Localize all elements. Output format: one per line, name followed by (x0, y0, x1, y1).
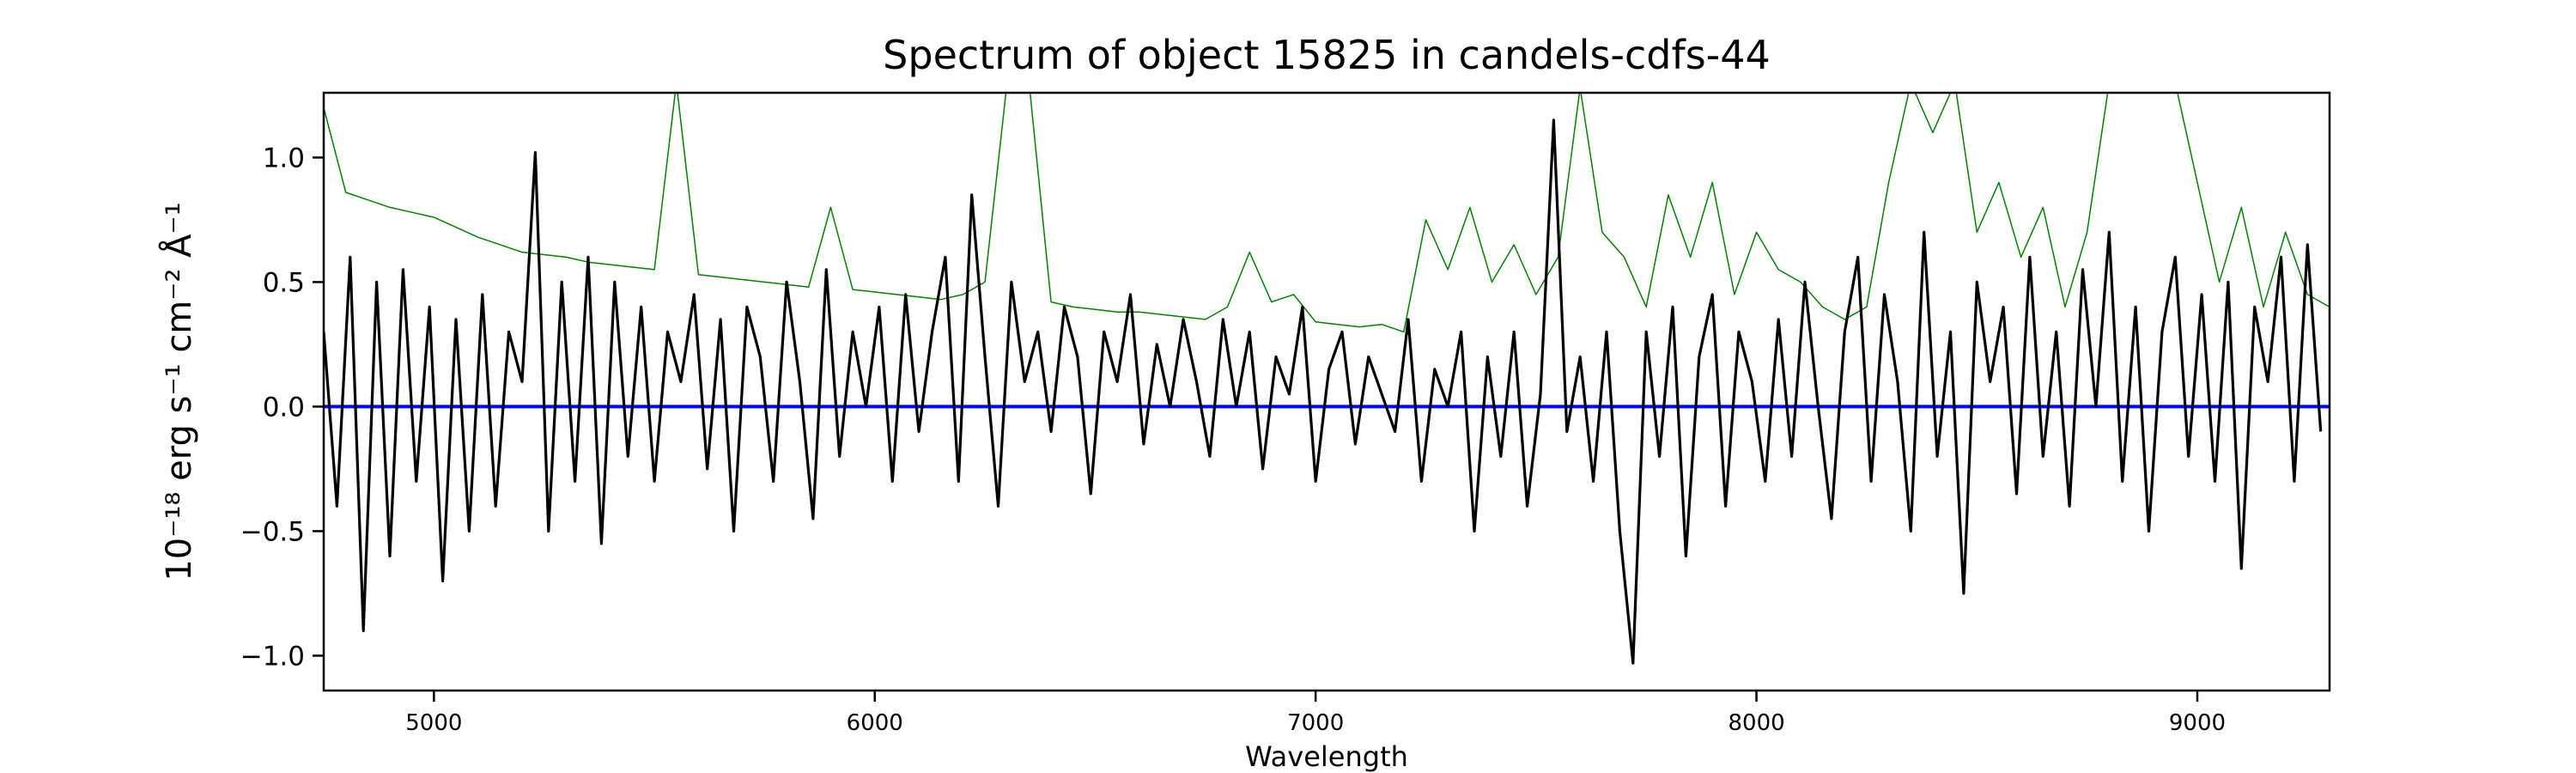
x-axis: 5000 6000 7000 8000 9000 (405, 691, 2226, 736)
x-tick-label: 9000 (2169, 710, 2226, 736)
axes-frame (322, 91, 2331, 692)
x-axis-label: Wavelength (1245, 740, 1408, 773)
flux-series-line (324, 119, 2323, 665)
plot-area (324, 93, 2330, 665)
x-tick-label: 5000 (405, 710, 462, 736)
y-tick-label: 0.0 (263, 392, 305, 423)
y-tick-label: 1.0 (263, 143, 305, 173)
error-series-line (324, 93, 2330, 333)
y-axis-label: 10⁻¹⁸ erg s⁻¹ cm⁻² Å⁻¹ (158, 202, 199, 581)
y-tick-label: 0.5 (263, 267, 305, 298)
y-tick-label: −0.5 (240, 516, 305, 547)
chart-title: Spectrum of object 15825 in candels-cdfs… (883, 32, 1771, 78)
y-axis: 1.0 0.5 0.0 −0.5 −1.0 (240, 143, 324, 672)
y-tick-label: −1.0 (240, 641, 305, 672)
x-tick-label: 7000 (1287, 710, 1344, 736)
x-tick-label: 8000 (1728, 710, 1784, 736)
x-tick-label: 6000 (847, 710, 903, 736)
